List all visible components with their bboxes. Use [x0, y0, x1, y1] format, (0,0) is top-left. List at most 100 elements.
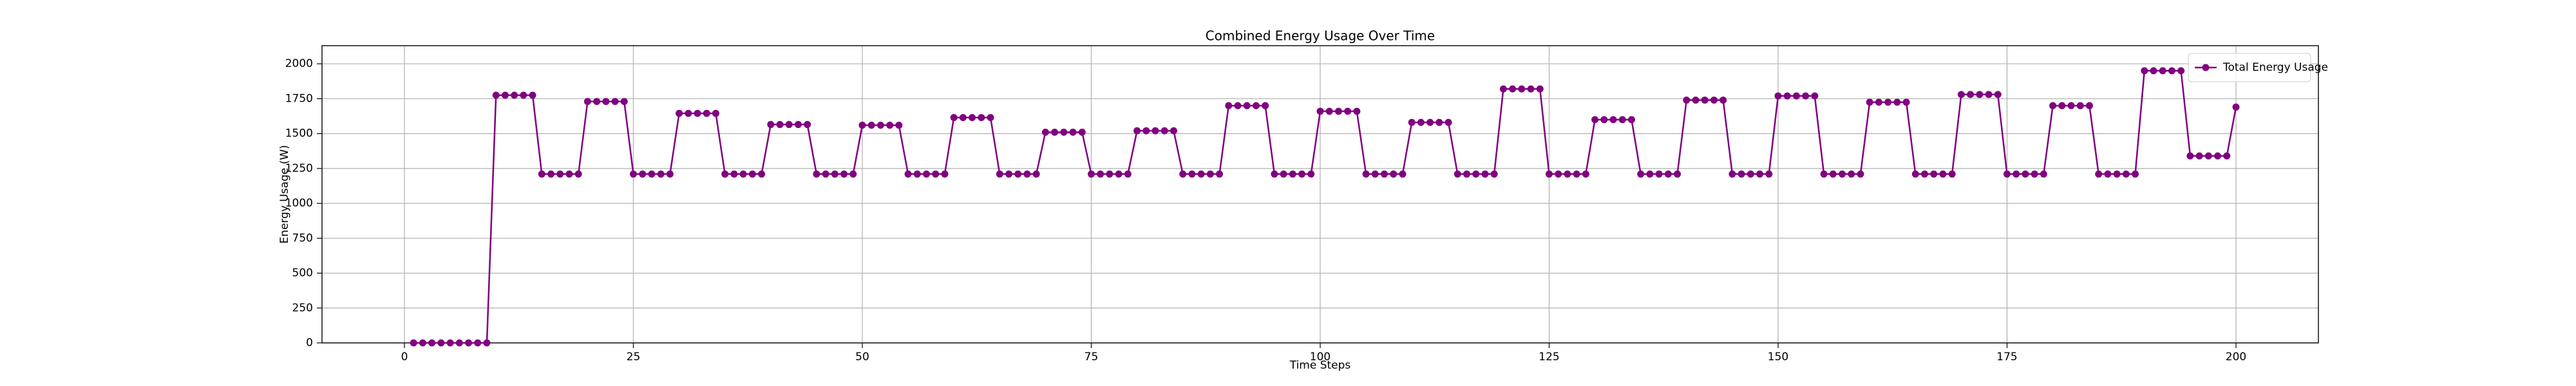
- data-point: [1124, 170, 1132, 178]
- data-point: [1875, 98, 1882, 106]
- data-point: [2150, 67, 2157, 75]
- data-point: [1756, 170, 1764, 178]
- data-point: [1802, 92, 1810, 100]
- data-point: [1435, 118, 1443, 126]
- data-point: [474, 339, 482, 347]
- data-point: [1197, 170, 1205, 178]
- data-point: [822, 170, 829, 178]
- data-point: [767, 121, 775, 129]
- data-point: [1573, 170, 1580, 178]
- data-point: [1271, 170, 1278, 178]
- data-point: [1243, 102, 1251, 109]
- data-point: [483, 339, 491, 347]
- data-point: [1701, 96, 1709, 104]
- data-point: [876, 122, 884, 129]
- data-point: [2067, 102, 2075, 109]
- data-point: [2003, 170, 2011, 178]
- y-tick-label: 1750: [285, 92, 313, 105]
- data-point: [1334, 107, 1342, 115]
- data-point: [849, 170, 857, 178]
- data-point: [1417, 118, 1425, 126]
- data-point: [703, 109, 710, 117]
- x-tick-label: 175: [1996, 351, 2017, 363]
- data-point: [1316, 107, 1324, 115]
- data-point: [1444, 118, 1452, 126]
- data-point: [2214, 152, 2222, 160]
- data-point: [565, 170, 573, 178]
- data-point: [840, 170, 848, 178]
- data-point: [602, 98, 610, 106]
- data-point: [1133, 127, 1141, 134]
- data-point: [1225, 102, 1233, 109]
- data-point: [2159, 67, 2166, 75]
- data-point: [2085, 102, 2093, 109]
- data-point: [455, 339, 463, 347]
- data-point: [1188, 170, 1196, 178]
- data-point: [611, 98, 619, 106]
- data-point: [1234, 102, 1242, 109]
- data-point: [1472, 170, 1480, 178]
- data-point: [1976, 91, 1984, 98]
- data-point: [932, 170, 940, 178]
- data-point: [529, 91, 536, 99]
- data-point: [1811, 92, 1819, 100]
- data-point: [1353, 107, 1361, 115]
- data-point: [1939, 170, 1947, 178]
- data-point: [2232, 103, 2240, 111]
- data-point: [1829, 170, 1837, 178]
- data-point: [1536, 85, 1544, 93]
- data-point: [1426, 118, 1434, 126]
- data-point: [556, 170, 564, 178]
- data-point: [1564, 170, 1571, 178]
- data-point: [813, 170, 820, 178]
- y-tick-label: 1000: [285, 197, 313, 210]
- data-point: [547, 170, 555, 178]
- data-point: [941, 170, 949, 178]
- data-point: [858, 122, 866, 129]
- data-point: [428, 339, 436, 347]
- data-point: [2204, 152, 2212, 160]
- data-point: [1051, 128, 1059, 136]
- data-point: [437, 339, 445, 347]
- data-point: [639, 170, 647, 178]
- data-point: [574, 170, 582, 178]
- data-point: [620, 98, 628, 106]
- data-point: [913, 170, 921, 178]
- data-point: [2132, 170, 2139, 178]
- data-point: [1490, 170, 1498, 178]
- data-point: [1857, 170, 1864, 178]
- data-point: [1142, 127, 1150, 134]
- data-point: [492, 91, 500, 99]
- data-point: [1262, 102, 1269, 109]
- data-point: [2195, 152, 2203, 160]
- data-point: [1206, 170, 1214, 178]
- data-point: [1252, 102, 1260, 109]
- data-point: [1967, 91, 1975, 98]
- data-point: [1518, 85, 1526, 93]
- data-point: [1902, 98, 1910, 106]
- data-point: [1298, 170, 1306, 178]
- data-point: [895, 122, 903, 129]
- data-point: [1280, 170, 1287, 178]
- data-point: [1005, 170, 1013, 178]
- y-tick-label: 1250: [285, 162, 313, 175]
- data-point: [1499, 85, 1507, 93]
- data-point: [583, 98, 591, 106]
- data-point: [1774, 92, 1782, 100]
- data-point: [2141, 67, 2148, 75]
- data-point: [794, 121, 802, 129]
- data-point: [629, 170, 637, 178]
- data-point: [1957, 91, 1965, 98]
- data-point: [593, 98, 601, 106]
- data-point: [1719, 96, 1727, 104]
- data-point: [758, 170, 766, 178]
- x-tick-label: 0: [401, 351, 408, 363]
- data-point: [666, 170, 674, 178]
- data-point: [1307, 170, 1315, 178]
- y-tick-label: 2000: [285, 57, 313, 70]
- data-point: [730, 170, 738, 178]
- y-axis-label: Energy Usage (W): [278, 145, 291, 243]
- data-point: [520, 91, 527, 99]
- data-point: [1463, 170, 1471, 178]
